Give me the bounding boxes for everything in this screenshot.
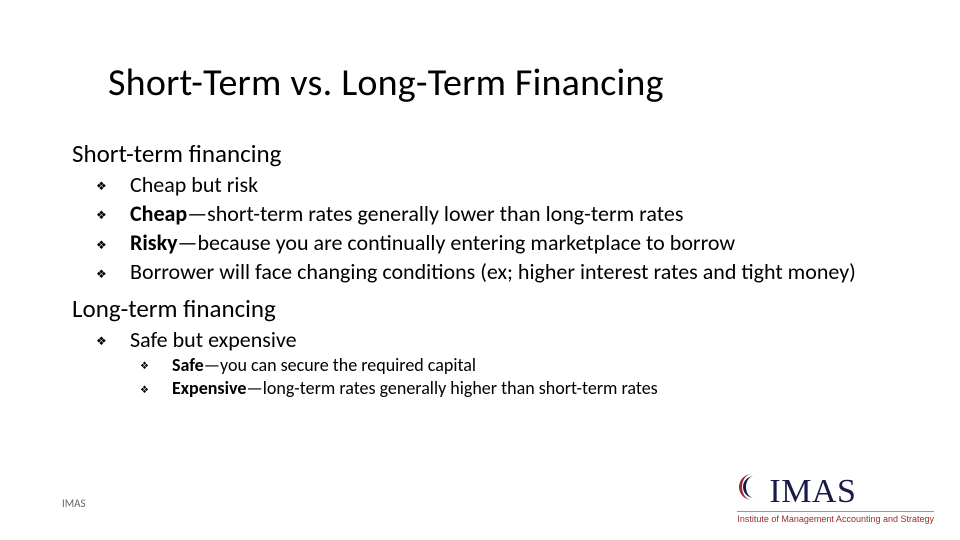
section-heading-long-term: Long-term financing <box>72 293 910 324</box>
logo-tagline: Institute of Management Accounting and S… <box>737 511 934 524</box>
diamond-bullet-icon: ❖ <box>158 360 172 373</box>
bullet-text: —long-term rates generally higher than s… <box>246 377 657 399</box>
bullet-text: —you can secure the required capital <box>204 354 476 376</box>
footer-text: IMAS <box>62 497 86 510</box>
bullet-item: ❖Safe but expensive <box>116 326 910 354</box>
logo-mark-icon <box>737 472 767 507</box>
bullet-text-bold: Expensive <box>172 377 246 399</box>
bullet-item: ❖Borrower will face changing conditions … <box>116 258 910 286</box>
diamond-bullet-icon: ❖ <box>116 208 130 223</box>
diamond-bullet-icon: ❖ <box>116 179 130 194</box>
section-heading-short-term: Short-term financing <box>72 138 910 169</box>
logo-wordmark: IMAS <box>769 475 856 509</box>
bullet-text: —because you are continually entering ma… <box>178 229 736 256</box>
bullet-text: Cheap but risk <box>130 171 258 198</box>
bullet-text: Safe but expensive <box>130 326 297 353</box>
bullet-text: —short-term rates generally lower than l… <box>187 200 683 227</box>
imas-logo: IMAS Institute of Management Accounting … <box>737 472 934 524</box>
sub-bullet-item: ❖Expensive—long-term rates generally hig… <box>158 377 910 400</box>
bullet-text: Borrower will face changing conditions (… <box>130 258 856 285</box>
diamond-bullet-icon: ❖ <box>158 384 172 397</box>
bullet-item: ❖Cheap—short-term rates generally lower … <box>116 200 910 228</box>
bullet-item: ❖Cheap but risk <box>116 171 910 199</box>
logo-row: IMAS <box>737 472 934 509</box>
sub-bullet-item: ❖Safe—you can secure the required capita… <box>158 354 910 377</box>
bullet-text-bold: Cheap <box>130 200 187 227</box>
bullet-text-bold: Safe <box>172 354 204 376</box>
bullet-item: ❖Risky—because you are continually enter… <box>116 229 910 257</box>
slide: Short-Term vs. Long-Term Financing Short… <box>0 0 960 540</box>
diamond-bullet-icon: ❖ <box>116 334 130 349</box>
slide-title: Short-Term vs. Long-Term Financing <box>108 60 910 106</box>
diamond-bullet-icon: ❖ <box>116 238 130 253</box>
bullet-text-bold: Risky <box>130 229 178 256</box>
diamond-bullet-icon: ❖ <box>116 267 130 282</box>
